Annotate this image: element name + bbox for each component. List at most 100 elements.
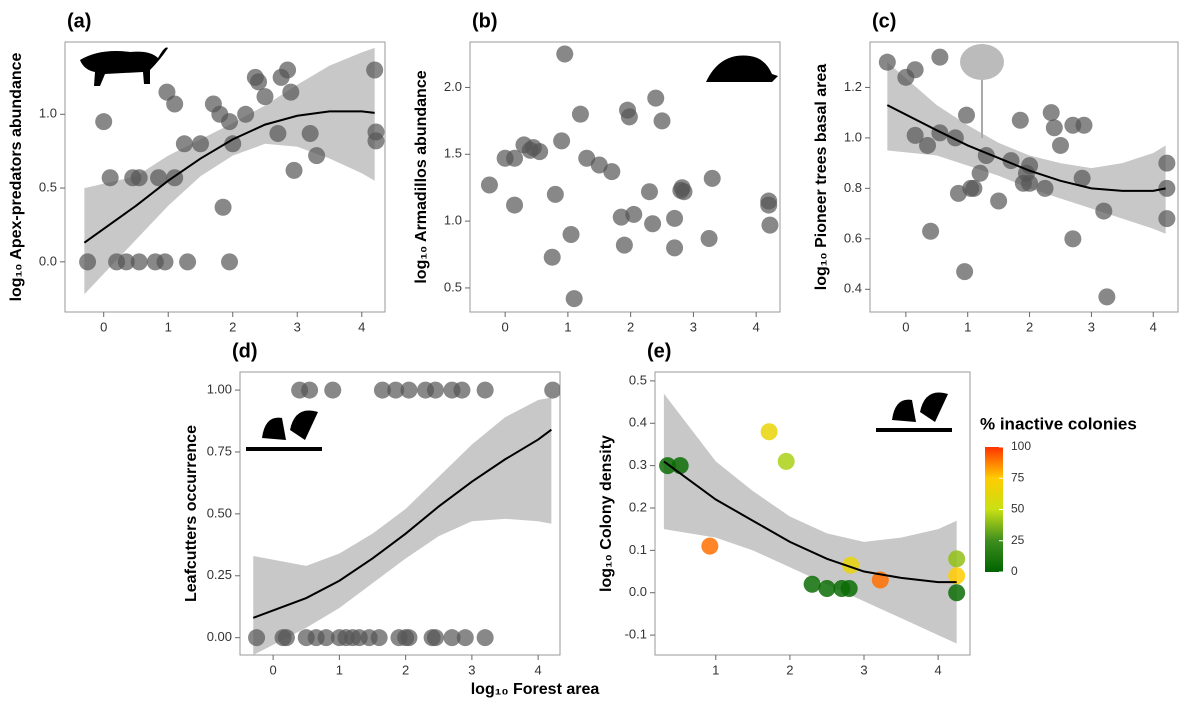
y-tick-label: 0.4 xyxy=(629,415,647,430)
point xyxy=(426,629,444,647)
fit-line xyxy=(663,460,957,584)
point xyxy=(546,185,564,203)
point xyxy=(285,161,303,179)
y-tick-label: 1.2 xyxy=(844,79,862,94)
y-axis-label: Leafcutters occurrence xyxy=(183,425,200,602)
point xyxy=(282,83,300,101)
point xyxy=(248,629,266,647)
point xyxy=(906,126,924,144)
point xyxy=(214,198,232,216)
panel: 0 1 2 3 4 0.4 0.6 0.8 1.0 1.2 log₁₀ Pioneer trees … xyxy=(813,10,1179,334)
point xyxy=(256,88,274,106)
point xyxy=(221,253,239,271)
x-tick-label: 3 xyxy=(468,662,475,677)
y-tick-label: 0.1 xyxy=(629,542,647,557)
ant-icon xyxy=(876,392,952,432)
point xyxy=(237,105,255,123)
point xyxy=(95,113,113,131)
point xyxy=(166,95,184,113)
y-tick-label: 0.4 xyxy=(844,281,862,296)
x-tick-label: 1 xyxy=(336,662,343,677)
point xyxy=(625,205,643,223)
point xyxy=(948,584,966,602)
colorbar-tick-label: 75 xyxy=(1011,470,1025,484)
point xyxy=(191,135,209,153)
y-tick-label: 1.0 xyxy=(844,129,862,144)
point xyxy=(543,248,561,266)
colorbar-tick-label: 50 xyxy=(1011,502,1025,516)
point xyxy=(301,381,319,399)
point xyxy=(1095,202,1113,220)
point xyxy=(480,176,498,194)
colorbar-tick-label: 0 xyxy=(1011,564,1018,578)
y-tick-label: 0.75 xyxy=(207,443,232,458)
point xyxy=(666,209,684,227)
point xyxy=(761,216,779,234)
plot-content xyxy=(79,47,385,295)
point xyxy=(544,381,560,399)
x-tick-label: 1 xyxy=(564,319,571,334)
point xyxy=(1011,111,1029,129)
fit-line xyxy=(83,110,375,244)
point xyxy=(565,290,583,308)
point xyxy=(387,381,405,399)
panel-label: (a) xyxy=(67,10,91,32)
panel: 0 1 2 3 4 0.0 0.5 1.0 log₁₀ Apex-predators abund… xyxy=(8,10,386,334)
panel-label: (e) xyxy=(647,340,671,362)
point xyxy=(156,253,174,271)
point xyxy=(308,147,326,165)
x-tick-label: 2 xyxy=(229,319,236,334)
point xyxy=(456,629,474,647)
point xyxy=(426,381,444,399)
point xyxy=(603,163,621,181)
x-tick-label: 4 xyxy=(535,662,542,677)
point xyxy=(1158,179,1176,197)
silhouettes xyxy=(80,44,1004,451)
panel: 1 2 3 4 -0.1 0.0 0.1 0.2 0.3 0.4 0.5 log₁₀ Colony d… xyxy=(598,340,1137,677)
armadillo-icon xyxy=(706,55,778,82)
x-tick-label: 3 xyxy=(1088,319,1095,334)
plot-content xyxy=(480,45,779,308)
point xyxy=(366,61,384,79)
point xyxy=(931,48,949,66)
y-axis-label: log₁₀ Apex-predators abundance xyxy=(8,52,25,301)
point xyxy=(400,629,418,647)
point xyxy=(562,225,580,243)
x-tick-label: 3 xyxy=(294,319,301,334)
point xyxy=(659,457,677,475)
x-tick-label: 4 xyxy=(753,319,760,334)
point xyxy=(990,192,1008,210)
point xyxy=(324,381,342,399)
y-tick-label: -0.1 xyxy=(625,627,647,642)
point xyxy=(701,537,719,555)
colorbar-tick-label: 100 xyxy=(1011,439,1031,453)
point xyxy=(130,169,148,187)
point xyxy=(703,169,721,187)
plot-area xyxy=(469,41,781,313)
point xyxy=(840,579,858,597)
point xyxy=(922,222,940,240)
x-tick-label: 2 xyxy=(627,319,634,334)
confidence-band xyxy=(253,397,552,655)
x-tick-label: 2 xyxy=(1026,319,1033,334)
point xyxy=(277,629,295,647)
point xyxy=(948,567,966,585)
y-tick-label: 0.6 xyxy=(844,230,862,245)
y-tick-label: 0.00 xyxy=(207,629,232,644)
point xyxy=(370,629,388,647)
point xyxy=(1051,136,1069,154)
point xyxy=(476,381,494,399)
x-tick-label: 4 xyxy=(1150,319,1157,334)
jaguar-icon xyxy=(80,47,168,86)
point xyxy=(443,629,461,647)
point xyxy=(571,105,589,123)
ant-icon xyxy=(246,410,322,451)
point xyxy=(615,236,633,254)
confidence-band xyxy=(887,62,1166,234)
point xyxy=(946,129,964,147)
point xyxy=(1158,154,1176,172)
point xyxy=(556,45,574,63)
y-tick-label: 0.5 xyxy=(629,372,647,387)
point xyxy=(1021,174,1039,192)
point xyxy=(675,183,693,201)
